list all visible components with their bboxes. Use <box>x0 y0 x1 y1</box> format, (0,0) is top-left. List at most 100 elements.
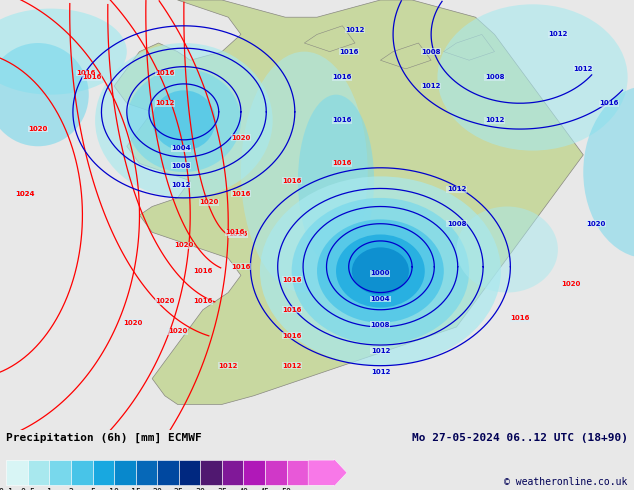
Text: 1016: 1016 <box>282 307 301 313</box>
Text: 1012: 1012 <box>422 83 441 89</box>
Ellipse shape <box>317 220 444 323</box>
Bar <box>136 460 157 485</box>
Bar <box>200 460 222 485</box>
Text: 15: 15 <box>131 488 141 490</box>
Bar <box>222 460 243 485</box>
Ellipse shape <box>0 9 127 95</box>
Text: 1020: 1020 <box>174 242 193 248</box>
Text: 1012: 1012 <box>574 66 593 72</box>
Text: 1012: 1012 <box>485 118 504 123</box>
Text: 1016: 1016 <box>282 277 301 283</box>
Ellipse shape <box>583 86 634 258</box>
Text: 35: 35 <box>217 488 227 490</box>
Text: 50: 50 <box>281 488 292 490</box>
Text: 1012: 1012 <box>346 27 365 33</box>
Text: 1020: 1020 <box>231 135 250 141</box>
Text: 1016: 1016 <box>510 316 529 321</box>
Polygon shape <box>114 0 583 404</box>
Text: 10: 10 <box>109 488 119 490</box>
Text: 1016: 1016 <box>193 268 212 274</box>
Text: 2: 2 <box>68 488 74 490</box>
Text: 1020: 1020 <box>200 199 219 205</box>
Text: 1020: 1020 <box>586 220 605 227</box>
Bar <box>243 460 265 485</box>
Ellipse shape <box>260 176 501 366</box>
Text: 1020: 1020 <box>29 126 48 132</box>
Ellipse shape <box>437 4 628 150</box>
Text: 1008: 1008 <box>171 163 190 169</box>
Text: 1016: 1016 <box>231 191 250 196</box>
Text: 0.1: 0.1 <box>0 488 14 490</box>
Text: Mo 27-05-2024 06..12 UTC (18+90): Mo 27-05-2024 06..12 UTC (18+90) <box>411 433 628 443</box>
Text: 1012: 1012 <box>548 31 567 37</box>
Text: 1012: 1012 <box>371 347 390 354</box>
FancyArrow shape <box>308 459 347 487</box>
Ellipse shape <box>127 69 241 172</box>
Text: 1012: 1012 <box>447 186 466 192</box>
Text: 1016: 1016 <box>76 70 95 76</box>
Text: 1016: 1016 <box>155 70 174 76</box>
Polygon shape <box>304 26 355 51</box>
Text: 1008: 1008 <box>447 220 466 227</box>
Text: 1012: 1012 <box>171 182 190 188</box>
Text: 25: 25 <box>174 488 184 490</box>
Text: 1016: 1016 <box>82 74 101 80</box>
Text: 1012: 1012 <box>371 369 390 375</box>
Bar <box>49 460 71 485</box>
Bar <box>157 460 179 485</box>
Text: 1020: 1020 <box>29 126 48 132</box>
Text: 1008: 1008 <box>371 322 390 328</box>
Text: 40: 40 <box>238 488 249 490</box>
Text: 1020: 1020 <box>124 319 143 326</box>
Bar <box>28 460 49 485</box>
Text: 1016: 1016 <box>333 74 352 80</box>
Bar <box>265 460 287 485</box>
Text: 1016: 1016 <box>599 100 618 106</box>
Text: 1020: 1020 <box>155 298 174 304</box>
Polygon shape <box>444 34 495 60</box>
Text: 1016: 1016 <box>231 264 250 270</box>
Bar <box>114 460 136 485</box>
Text: 0.5: 0.5 <box>20 488 36 490</box>
Ellipse shape <box>298 95 374 267</box>
Text: 1016: 1016 <box>193 298 212 304</box>
Text: 1016: 1016 <box>282 178 301 184</box>
Text: 1016: 1016 <box>339 49 358 54</box>
Text: Precipitation (6h) [mm] ECMWF: Precipitation (6h) [mm] ECMWF <box>6 433 202 443</box>
Ellipse shape <box>336 235 425 308</box>
Text: 1024: 1024 <box>16 191 35 196</box>
Text: 1004: 1004 <box>371 296 390 302</box>
Ellipse shape <box>152 90 216 150</box>
Ellipse shape <box>0 43 89 147</box>
Ellipse shape <box>352 247 409 294</box>
Text: 1012: 1012 <box>155 100 174 106</box>
Bar <box>287 460 308 485</box>
Bar <box>179 460 200 485</box>
Text: 1004: 1004 <box>171 146 190 151</box>
Text: 1012: 1012 <box>219 363 238 368</box>
Text: 1000: 1000 <box>371 270 390 276</box>
Text: 30: 30 <box>195 488 205 490</box>
Text: 20: 20 <box>152 488 162 490</box>
Polygon shape <box>380 43 431 69</box>
Text: 1020: 1020 <box>168 328 187 334</box>
Text: 1008: 1008 <box>485 74 504 80</box>
Text: 1012: 1012 <box>282 363 301 368</box>
Text: 1016: 1016 <box>333 118 352 123</box>
Ellipse shape <box>95 43 273 198</box>
Text: 1016: 1016 <box>225 229 244 235</box>
Bar <box>6 460 28 485</box>
Text: 1016: 1016 <box>282 333 301 339</box>
Text: 1016: 1016 <box>333 161 352 167</box>
Text: © weatheronline.co.uk: © weatheronline.co.uk <box>504 477 628 487</box>
Bar <box>93 460 114 485</box>
Text: 1008: 1008 <box>422 49 441 54</box>
Text: 5: 5 <box>90 488 95 490</box>
Text: 1: 1 <box>47 488 52 490</box>
Ellipse shape <box>456 206 558 293</box>
Text: 1016: 1016 <box>228 231 247 238</box>
Bar <box>71 460 93 485</box>
Ellipse shape <box>241 51 368 293</box>
Text: 1024: 1024 <box>16 191 35 196</box>
Text: 1020: 1020 <box>561 281 580 287</box>
